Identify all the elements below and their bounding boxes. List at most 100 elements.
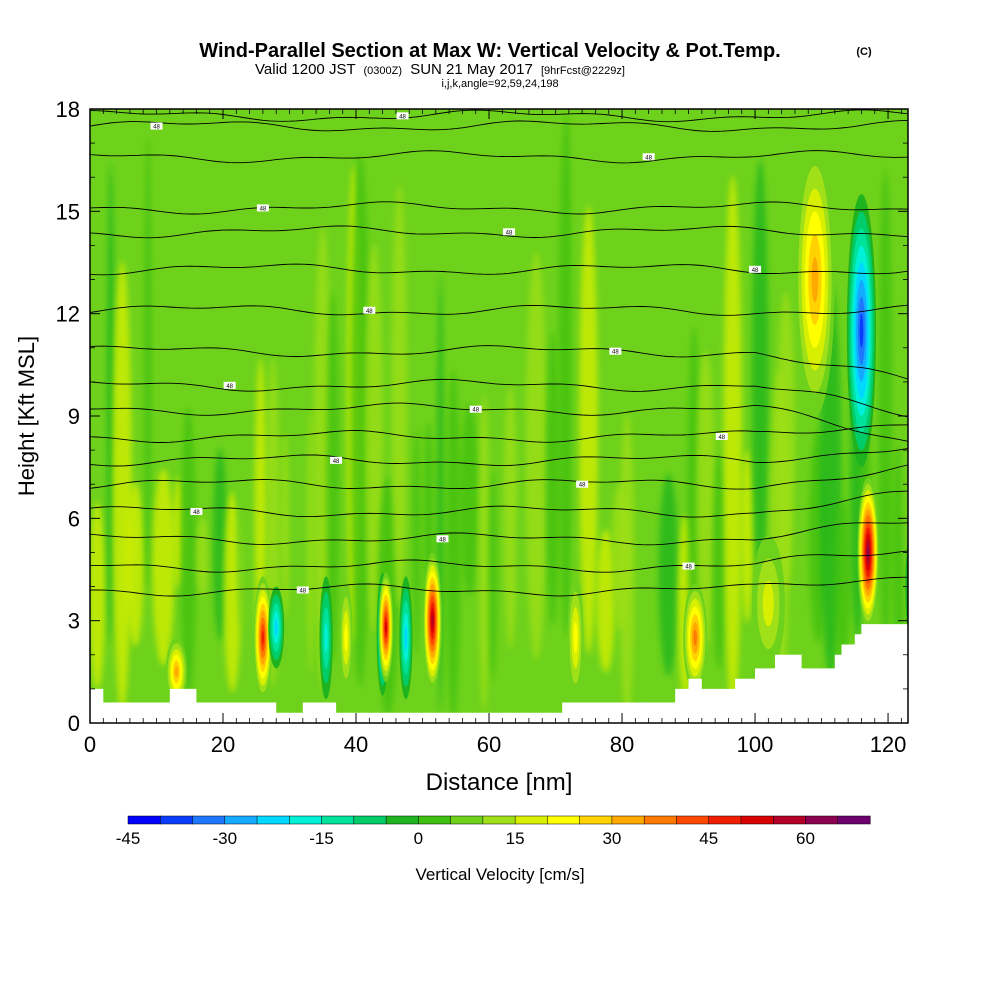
isentrope-line — [90, 378, 908, 418]
isentrope-line — [90, 402, 908, 442]
isentrope-label: 48 — [399, 114, 406, 120]
velocity-streak — [350, 155, 370, 687]
velocity-streak — [236, 369, 245, 631]
copyright-mark: (C) — [856, 46, 872, 58]
velocity-streak — [723, 175, 742, 720]
colorbar-swatch — [224, 815, 258, 825]
chart-title: Wind-Parallel Section at Max W: Vertical… — [199, 40, 780, 62]
colorbar-swatch — [772, 815, 807, 825]
velocity-streak — [326, 292, 339, 663]
y-tick-label: 18 — [56, 97, 80, 122]
velocity-streak — [712, 453, 726, 670]
isentrope-label-box — [642, 153, 655, 161]
valid-time: Valid 1200 JST (0300Z) SUN 21 May 2017 [… — [255, 61, 625, 78]
isentrope-line — [90, 345, 908, 380]
velocity-core — [751, 535, 785, 672]
isentrope-label: 48 — [579, 483, 586, 489]
colorbar-tick-label: -15 — [309, 829, 334, 848]
y-tick-label: 0 — [68, 711, 80, 736]
x-tick-label: 100 — [737, 732, 774, 757]
velocity-streak — [391, 184, 408, 608]
y-axis: 0 3 6 9 12 15 18 — [56, 97, 908, 736]
isentrope-label: 48 — [506, 230, 513, 236]
isentrope-label-box — [682, 562, 695, 570]
section-parameters: i,j,k,angle=92,59,24,198 — [441, 78, 558, 90]
isentrope-label: 48 — [645, 155, 652, 161]
y-axis-label: Height [Kft MSL] — [14, 336, 39, 496]
velocity-streak — [644, 417, 664, 600]
y-tick-label: 15 — [56, 199, 80, 224]
isentrope-label: 48 — [226, 384, 233, 390]
colorbar-label: Vertical Velocity [cm/s] — [415, 865, 584, 884]
isentrope-label: 48 — [439, 537, 446, 543]
isentrope-label-box — [223, 381, 236, 389]
velocity-streak — [503, 385, 518, 650]
colorbar-tick-label: -45 — [116, 829, 141, 848]
isentrope-line — [90, 150, 908, 164]
velocity-core — [339, 583, 353, 693]
velocity-streak — [364, 243, 383, 633]
colorbar-swatch — [643, 815, 677, 825]
velocity-streak — [596, 529, 615, 673]
velocity-streak — [90, 501, 106, 690]
velocity-streak — [213, 447, 228, 641]
velocity-streak — [558, 113, 574, 637]
colorbar-tick-label: 30 — [602, 829, 621, 848]
colorbar-swatch — [805, 815, 839, 825]
plot-area: 48 48 48 48 48 48 48 48 48 48 48 48 48 48 48 48 48 — [90, 109, 908, 723]
colorbar-tick-label: -30 — [212, 829, 237, 848]
isentrope-line — [90, 576, 908, 597]
isentrope-line — [90, 447, 908, 467]
velocity-streak — [696, 350, 715, 648]
colorbar-swatch — [708, 815, 742, 825]
colorbar-tick-label: 60 — [796, 829, 815, 848]
isentrope-line — [90, 120, 908, 132]
colorbar-tick-labels: -45 -30 -15 0 15 30 45 60 — [116, 829, 815, 848]
velocity-core — [268, 586, 285, 669]
isentrope-line — [90, 201, 908, 215]
isentrope-label-box — [296, 586, 309, 594]
colorbar-swatch — [579, 815, 613, 825]
isentrope-line — [90, 550, 908, 573]
isentrope-label-box — [190, 508, 203, 516]
colorbar-swatch — [160, 815, 194, 825]
isentrope-label: 48 — [299, 588, 306, 594]
velocity-streak — [313, 225, 332, 687]
x-tick-label: 40 — [344, 732, 368, 757]
colorbar-tick-label: 15 — [506, 829, 525, 848]
velocity-streak — [658, 473, 679, 677]
colorbar-swatch — [127, 815, 161, 825]
velocity-core — [794, 143, 835, 417]
velocity-streak — [639, 379, 647, 698]
velocity-core — [378, 572, 394, 683]
colorbar-swatch — [740, 815, 774, 825]
velocity-streak — [460, 402, 479, 597]
velocity-streak — [307, 408, 315, 675]
x-axis: 0 20 40 60 80 100 120 — [84, 109, 907, 757]
velocity-core — [423, 552, 442, 689]
isentrope-label-box — [330, 456, 343, 464]
velocity-streak — [878, 169, 893, 663]
isentrope-label-box — [469, 405, 482, 413]
colorbar-swatch — [321, 815, 355, 825]
velocity-core — [567, 576, 584, 700]
x-tick-label: 120 — [870, 732, 907, 757]
velocity-streak — [478, 393, 490, 713]
isentrope-line — [90, 304, 908, 316]
colorbar-swatch — [514, 815, 548, 825]
velocity-core — [165, 637, 188, 706]
velocity-streak — [446, 368, 461, 722]
isentrope-label: 48 — [333, 459, 340, 465]
isentrope-label-box — [502, 228, 515, 236]
colorbar-swatch — [256, 815, 290, 825]
velocity-streak — [281, 432, 290, 619]
velocity-core — [857, 477, 879, 628]
isentrope-label: 48 — [752, 268, 759, 274]
colorbar-swatch — [192, 815, 226, 825]
colorbar-swatch — [676, 815, 710, 825]
isentrope-label: 48 — [366, 309, 373, 315]
x-tick-label: 80 — [610, 732, 634, 757]
velocity-core — [846, 194, 877, 468]
colorbar-swatch — [353, 815, 387, 825]
